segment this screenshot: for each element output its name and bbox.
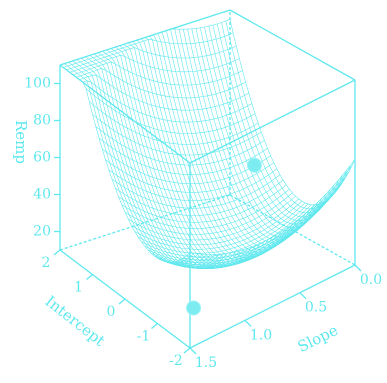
mesh-line-slope	[208, 26, 335, 225]
intercept-tick-mark	[151, 323, 158, 329]
slope-tick-label: 1.5	[195, 355, 217, 371]
mesh-line-slope	[221, 22, 348, 214]
mesh-line-slope	[102, 51, 232, 270]
mesh-line-slope	[212, 25, 339, 221]
mesh-line-slope	[81, 57, 211, 268]
mesh-line-slope	[157, 33, 286, 257]
intercept-tick-mark	[183, 347, 191, 354]
mesh-line-slope	[174, 28, 302, 249]
mesh-line-slope	[106, 49, 236, 269]
intercept-axis-label: Intercept	[42, 292, 109, 350]
mesh-line-slope	[178, 29, 306, 246]
mesh-line-slope	[153, 34, 282, 259]
slope-axis-label: Slope	[295, 321, 341, 356]
data-point	[186, 300, 202, 316]
intercept-tick-mark	[53, 249, 61, 256]
mesh-line-slope	[85, 56, 216, 269]
box-edge-back-base-left	[59, 194, 231, 251]
mesh-line-slope	[72, 60, 203, 266]
intercept-tick-label: -1	[137, 329, 151, 345]
intercept-tick-mark	[86, 274, 93, 280]
box-edge-front-base-right	[189, 264, 356, 349]
intercept-tick-label: 0	[107, 304, 116, 320]
mesh-line-slope	[119, 45, 249, 268]
mesh-line-slope	[216, 23, 343, 218]
back-box	[59, 10, 356, 266]
mesh-line-slope	[93, 53, 224, 269]
box-edge-top-front-left	[59, 64, 191, 164]
mesh-line-slope	[166, 30, 294, 253]
slope-tick-label: 0.0	[360, 272, 382, 288]
z-tick-label: 60	[33, 150, 51, 166]
z-tick-label: 100	[24, 76, 51, 92]
mesh-line-slope	[144, 37, 273, 262]
mesh-line-intercept	[59, 19, 231, 66]
mesh-line-slope	[195, 28, 323, 235]
mesh-line-slope	[68, 62, 199, 265]
z-tick-label: 40	[33, 187, 51, 203]
data-points	[186, 157, 262, 316]
slope-tick-mark	[244, 319, 252, 327]
mesh-line-slope	[127, 42, 257, 267]
z-tick-label: 20	[33, 224, 51, 240]
mesh-line-slope	[149, 35, 277, 261]
mesh-line-slope	[115, 46, 244, 269]
slope-tick-label: 1.0	[250, 327, 272, 343]
data-point	[246, 157, 262, 173]
tick-labels: 20 40 60 80 100 2 1 0 -1 -2 0.0 0.5 1.0 1.5	[24, 76, 382, 372]
slope-tick-mark	[354, 264, 362, 272]
mesh-line-slope	[110, 48, 240, 269]
box-edge-top-back-left	[59, 9, 231, 66]
mesh-line-slope	[98, 52, 228, 270]
box-edge-top-back-right	[229, 9, 356, 81]
mesh-line-slope	[123, 44, 253, 268]
mesh-line-slope	[64, 63, 195, 264]
intercept-tick-label: 2	[42, 255, 51, 271]
mesh-line-slope	[132, 41, 261, 266]
mesh-line-slope	[140, 38, 269, 263]
z-axis-label: Remp	[12, 120, 30, 164]
slope-tick-mark	[189, 347, 197, 355]
slope-tick-label: 0.5	[305, 300, 327, 316]
box-edge-top-front-right	[189, 79, 356, 164]
mesh-line-slope	[136, 40, 265, 265]
slope-tick-mark	[299, 292, 307, 300]
intercept-tick-label: -2	[169, 353, 183, 369]
mesh-line-slope	[76, 59, 207, 267]
intercept-tick-mark	[118, 298, 126, 305]
intercept-tick-label: 1	[74, 280, 83, 296]
mesh-line-slope	[170, 29, 298, 251]
mesh-line-slope	[161, 31, 290, 255]
mesh-line-slope	[89, 55, 220, 269]
surface-mesh	[59, 19, 356, 270]
z-tick-label: 80	[33, 113, 51, 129]
